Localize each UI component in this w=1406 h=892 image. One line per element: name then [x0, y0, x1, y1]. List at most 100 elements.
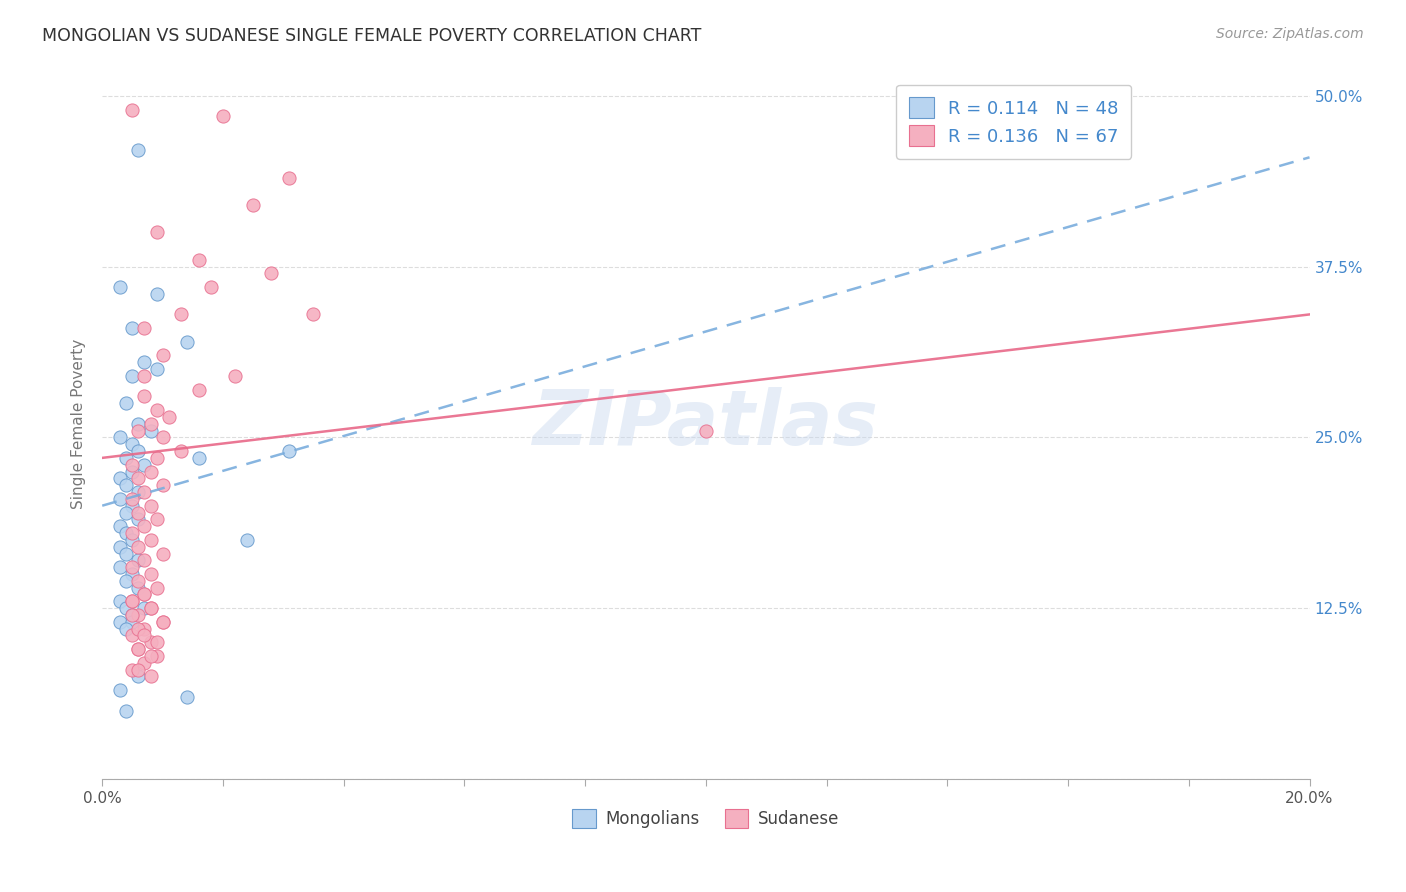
Text: Source: ZipAtlas.com: Source: ZipAtlas.com [1216, 27, 1364, 41]
Point [121, 103, 143, 117]
Point [127, 553, 149, 567]
Point [115, 601, 138, 615]
Point [127, 444, 149, 458]
Point [170, 307, 193, 321]
Point [127, 512, 149, 526]
Point [121, 615, 143, 629]
Point [152, 430, 174, 444]
Point [110, 280, 132, 294]
Point [115, 622, 138, 636]
Point [278, 170, 301, 185]
Point [134, 628, 156, 642]
Point [127, 540, 149, 554]
Point [187, 450, 209, 465]
Legend: Mongolians, Sudanese: Mongolians, Sudanese [565, 802, 846, 835]
Point [127, 642, 149, 657]
Point [121, 663, 143, 677]
Text: ZIPatlas: ZIPatlas [533, 387, 879, 461]
Point [152, 615, 174, 629]
Point [127, 669, 149, 683]
Point [139, 424, 162, 438]
Point [302, 307, 325, 321]
Point [236, 533, 259, 547]
Point [134, 587, 156, 601]
Point [134, 519, 156, 533]
Point [121, 560, 143, 574]
Point [139, 499, 162, 513]
Point [139, 417, 162, 431]
Point [134, 368, 156, 383]
Point [145, 512, 167, 526]
Point [134, 389, 156, 403]
Point [110, 491, 132, 506]
Point [127, 581, 149, 595]
Point [176, 334, 198, 349]
Point [121, 499, 143, 513]
Point [212, 109, 235, 123]
Point [115, 450, 138, 465]
Point [121, 607, 143, 622]
Point [170, 444, 193, 458]
Point [695, 424, 717, 438]
Point [134, 355, 156, 369]
Point [127, 471, 149, 485]
Point [121, 533, 143, 547]
Point [134, 553, 156, 567]
Point [145, 226, 167, 240]
Point [176, 690, 198, 704]
Point [115, 574, 138, 588]
Point [139, 566, 162, 581]
Text: MONGOLIAN VS SUDANESE SINGLE FEMALE POVERTY CORRELATION CHART: MONGOLIAN VS SUDANESE SINGLE FEMALE POVE… [42, 27, 702, 45]
Point [121, 566, 143, 581]
Point [152, 615, 174, 629]
Point [110, 540, 132, 554]
Point [121, 526, 143, 541]
Point [152, 547, 174, 561]
Point [115, 396, 138, 410]
Point [278, 444, 301, 458]
Point [139, 601, 162, 615]
Point [152, 478, 174, 492]
Point [139, 533, 162, 547]
Point [145, 362, 167, 376]
Point [224, 368, 246, 383]
Point [152, 348, 174, 362]
Point [121, 465, 143, 479]
Point [145, 581, 167, 595]
Y-axis label: Single Female Poverty: Single Female Poverty [72, 339, 86, 508]
Point [139, 465, 162, 479]
Point [127, 506, 149, 520]
Point [139, 601, 162, 615]
Point [121, 594, 143, 608]
Point [110, 471, 132, 485]
Point [134, 458, 156, 472]
Point [121, 491, 143, 506]
Point [115, 478, 138, 492]
Point [139, 648, 162, 663]
Point [145, 287, 167, 301]
Point [134, 622, 156, 636]
Point [110, 615, 132, 629]
Point [134, 601, 156, 615]
Point [242, 198, 264, 212]
Point [110, 560, 132, 574]
Point [127, 622, 149, 636]
Point [187, 383, 209, 397]
Point [127, 642, 149, 657]
Point [145, 635, 167, 649]
Point [110, 430, 132, 444]
Point [157, 409, 180, 424]
Point [121, 607, 143, 622]
Point [139, 635, 162, 649]
Point [134, 587, 156, 601]
Point [121, 458, 143, 472]
Point [134, 321, 156, 335]
Point [121, 321, 143, 335]
Point [110, 519, 132, 533]
Point [145, 648, 167, 663]
Point [134, 485, 156, 500]
Point [127, 417, 149, 431]
Point [187, 252, 209, 267]
Point [145, 403, 167, 417]
Point [110, 683, 132, 698]
